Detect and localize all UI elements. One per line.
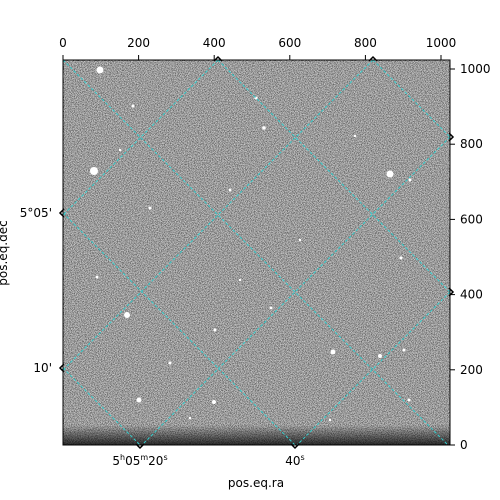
- right-tick-label: 0: [460, 438, 468, 452]
- top-tick-label: 200: [127, 36, 150, 50]
- dec-tick-label: 10': [33, 361, 52, 375]
- dec-tick-label: 5°05': [20, 206, 52, 220]
- top-tick-label: 600: [278, 36, 301, 50]
- right-tick-labels: 0 200 400 600 800 1000: [460, 62, 491, 452]
- right-tick-label: 800: [460, 137, 483, 151]
- right-tick-label: 400: [460, 288, 483, 302]
- right-tick-label: 1000: [460, 62, 491, 76]
- coordinate-grid: [63, 60, 450, 445]
- right-tick-label: 200: [460, 363, 483, 377]
- world-axis-ticks: [58, 55, 455, 450]
- right-tick-label: 600: [460, 212, 483, 226]
- top-axis: [62, 55, 442, 60]
- top-tick-label: 400: [203, 36, 226, 50]
- ra-tick-label: 40s: [285, 453, 304, 468]
- y-axis-title: pos.eq.dec: [0, 220, 10, 285]
- top-tick-label: 800: [354, 36, 377, 50]
- ra-tick-label: 5h05m20s: [112, 453, 167, 468]
- top-tick-label: 0: [59, 36, 67, 50]
- stars: [90, 66, 412, 422]
- right-axis: [450, 68, 455, 446]
- plot-frame: [62, 59, 451, 446]
- x-axis-title: pos.eq.ra: [228, 476, 284, 490]
- top-tick-labels: 0 200 400 600 800 1000: [59, 36, 456, 50]
- top-tick-label: 1000: [426, 36, 457, 50]
